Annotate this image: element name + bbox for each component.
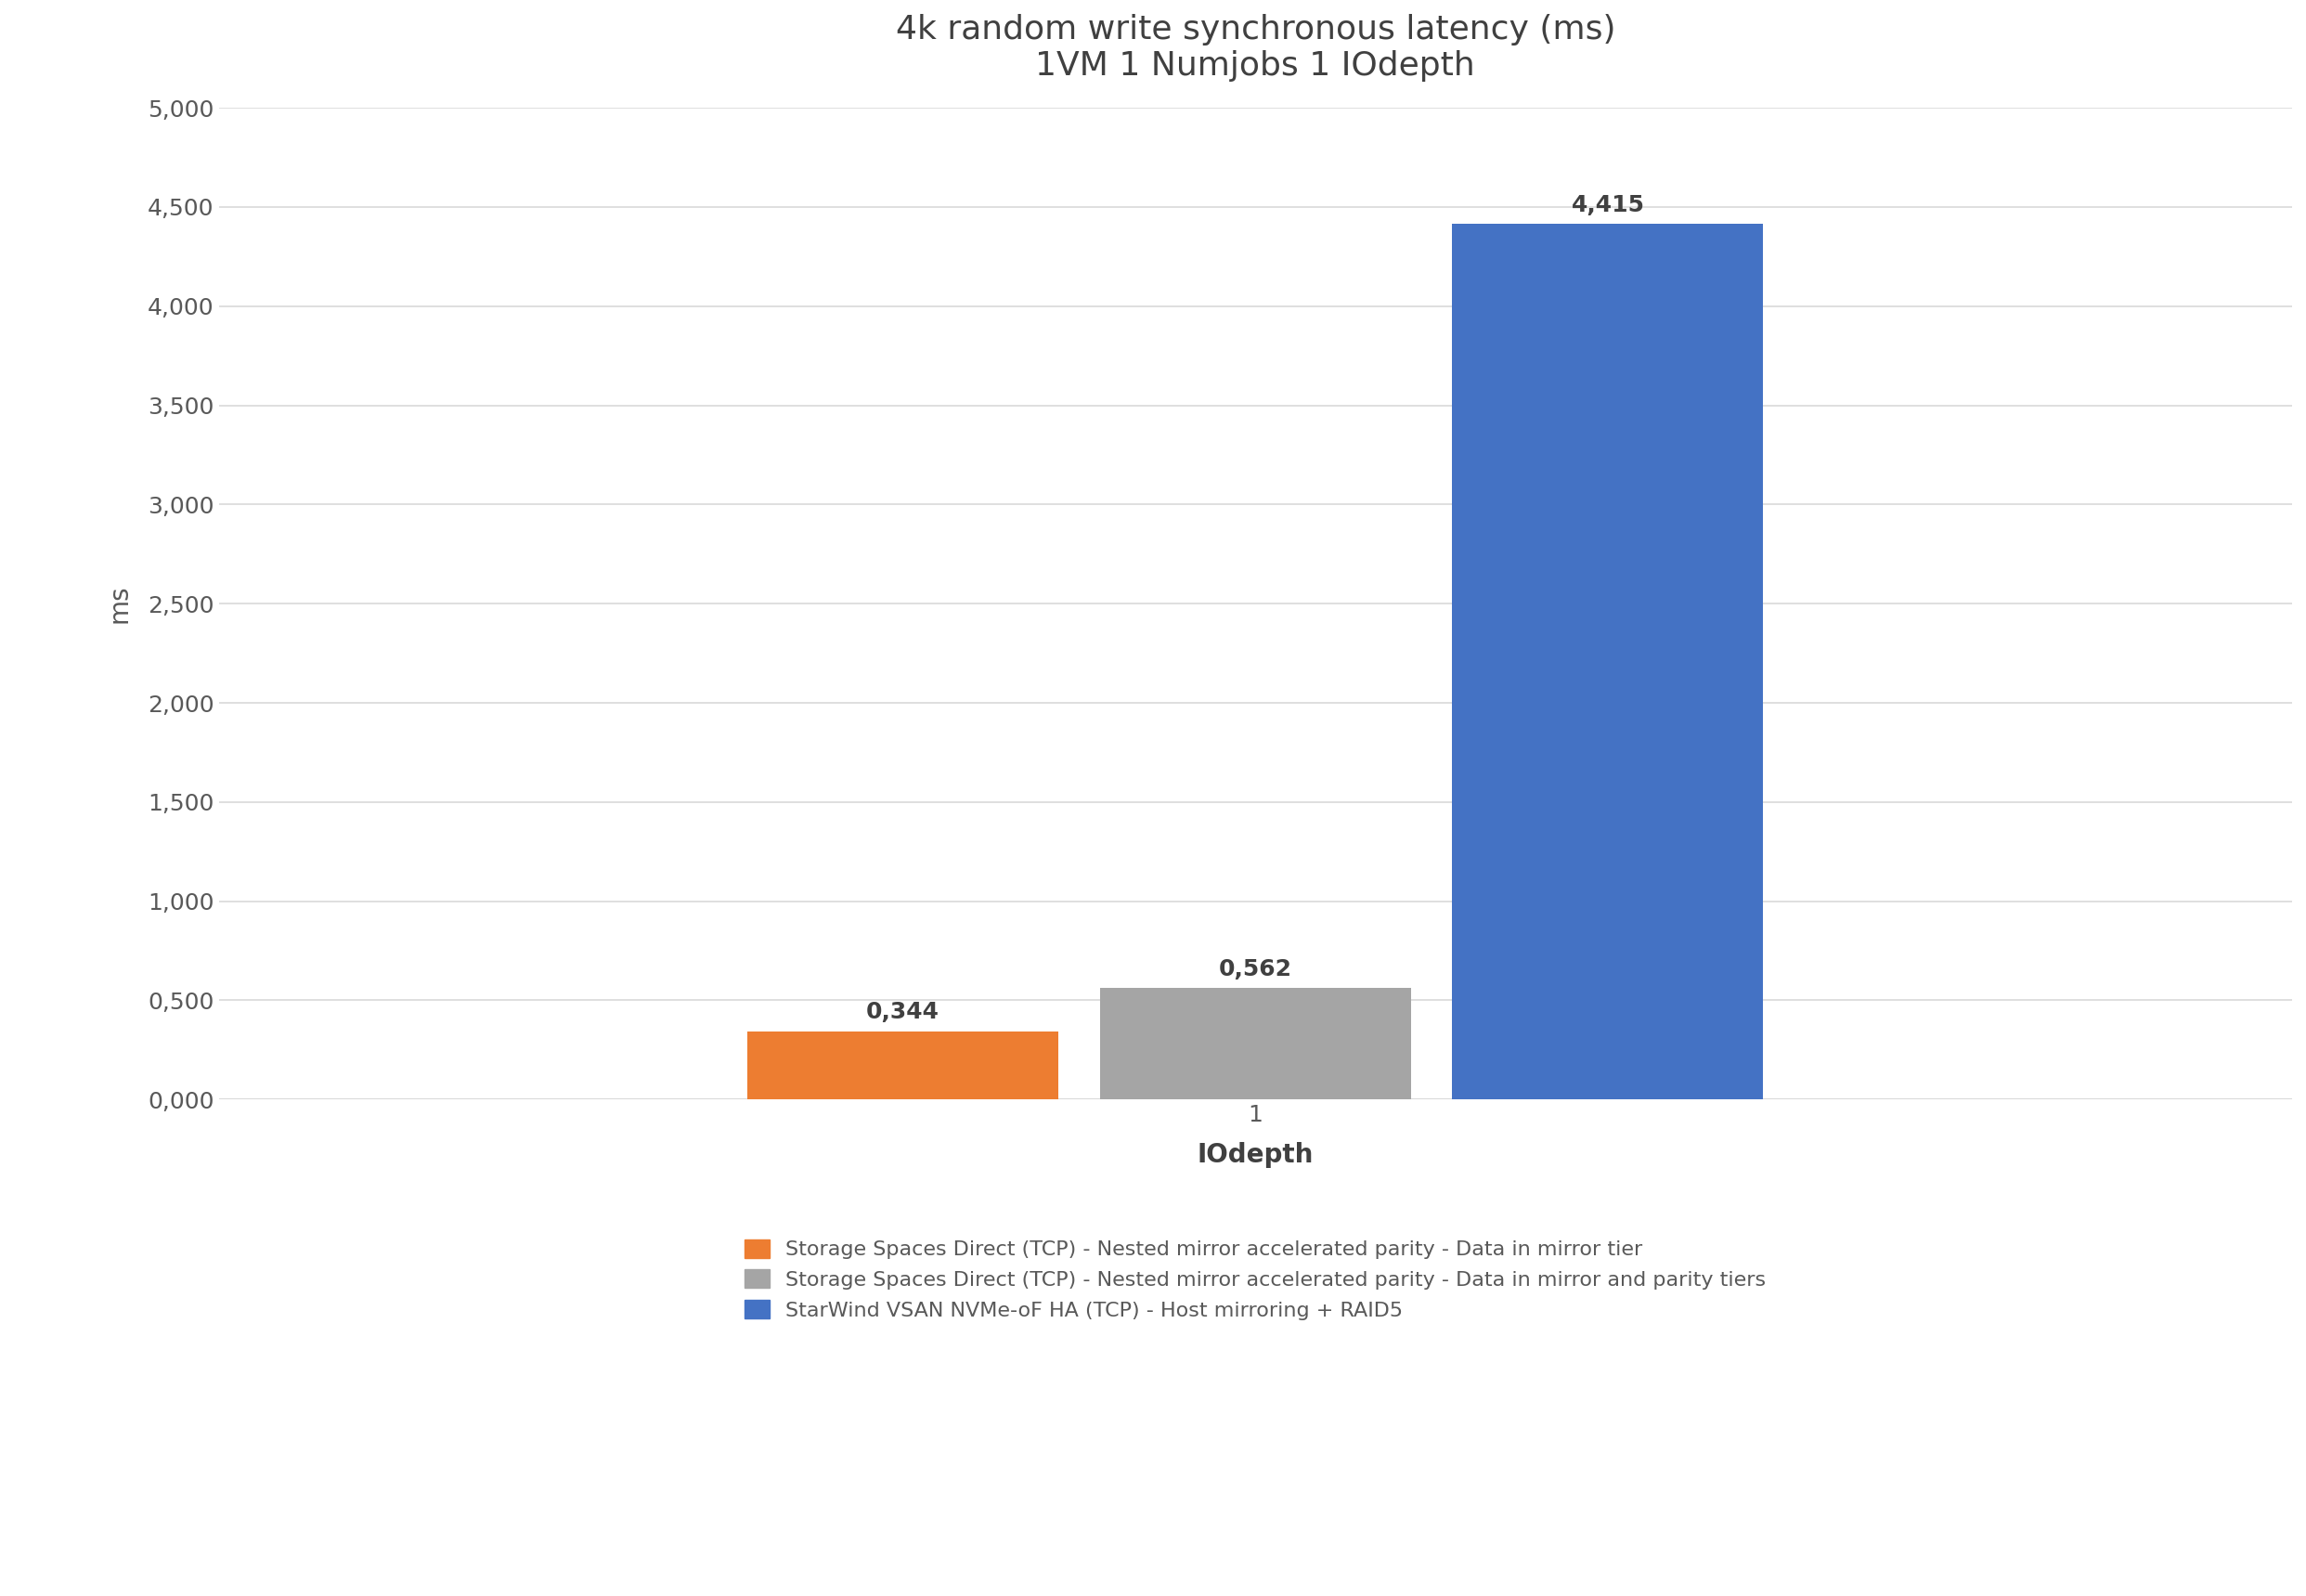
Bar (1453, 223, 1764, 1100)
Bar (747, 1031, 1058, 1100)
Bar (1100, 988, 1411, 1100)
Text: 0,562: 0,562 (1218, 958, 1291, 980)
Legend: Storage Spaces Direct (TCP) - Nested mirror accelerated parity - Data in mirror : Storage Spaces Direct (TCP) - Nested mir… (733, 1229, 1776, 1329)
Title: 4k random write synchronous latency (ms)
1VM 1 Numjobs 1 IOdepth: 4k random write synchronous latency (ms)… (895, 14, 1614, 81)
X-axis label: IOdepth: IOdepth (1197, 1141, 1314, 1168)
Text: 0,344: 0,344 (867, 1001, 939, 1023)
Text: 4,415: 4,415 (1570, 193, 1644, 215)
Y-axis label: ms: ms (106, 584, 131, 622)
